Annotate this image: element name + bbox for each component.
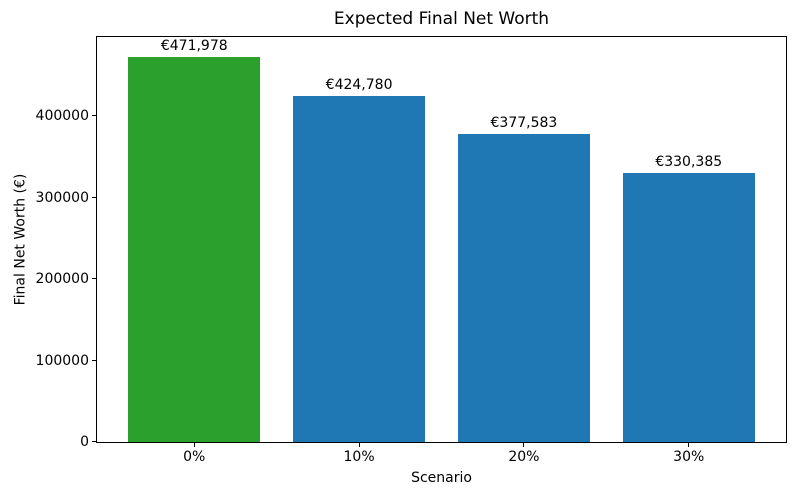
y-tick-label: 300000 — [35, 189, 89, 206]
x-tick-label: 10% — [343, 449, 375, 465]
y-tick-mark — [92, 359, 96, 361]
x-axis-label: Scenario — [411, 470, 472, 486]
bar — [293, 95, 425, 442]
y-tick-label: 0 — [80, 434, 89, 450]
bar — [457, 134, 590, 442]
plot-area — [96, 36, 787, 443]
x-tick-label: 30% — [673, 449, 705, 465]
x-tick-mark — [193, 443, 195, 447]
bar-value-label: €330,385 — [655, 153, 723, 170]
bar — [128, 57, 261, 442]
x-tick-label: 0% — [183, 449, 206, 465]
y-tick-label: 200000 — [35, 271, 89, 288]
y-axis-label-container: Final Net Worth (€) — [7, 37, 35, 442]
x-tick-mark — [358, 443, 360, 447]
y-tick-label: 400000 — [35, 108, 89, 125]
x-tick-mark — [523, 443, 525, 447]
bar-value-label: €471,978 — [160, 38, 228, 55]
x-tick-mark — [688, 443, 690, 447]
y-tick-mark — [92, 278, 96, 280]
y-tick-mark — [92, 196, 96, 198]
bar-value-label: €377,583 — [490, 115, 558, 132]
y-tick-mark — [92, 115, 96, 117]
y-tick-label: 100000 — [35, 352, 89, 369]
bar-value-label: €424,780 — [325, 76, 393, 93]
y-tick-mark — [92, 441, 96, 442]
chart-title: Expected Final Net Worth — [333, 9, 550, 29]
bar — [622, 172, 755, 442]
x-tick-label: 20% — [508, 449, 540, 465]
